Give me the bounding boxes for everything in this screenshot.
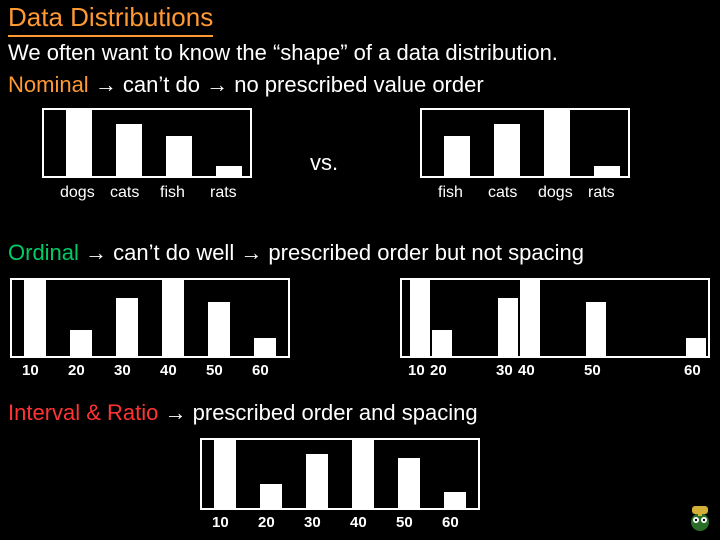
axis-tick-label: 10 xyxy=(408,362,425,379)
bar xyxy=(432,330,452,356)
bar xyxy=(544,110,570,176)
ordinal-right-chart xyxy=(400,278,710,358)
axis-tick-label: 40 xyxy=(350,514,367,531)
axis-tick-label: 50 xyxy=(396,514,413,531)
bar xyxy=(260,484,282,508)
axis-tick-label: 30 xyxy=(304,514,321,531)
bar xyxy=(254,338,276,356)
chart-category-label: fish xyxy=(438,184,463,202)
slide: Data Distributions We often want to know… xyxy=(0,0,720,540)
bar xyxy=(520,280,540,356)
ordinal-left-chart xyxy=(10,278,290,358)
bar xyxy=(24,280,46,356)
interval-line: Interval & Ratio → prescribed order and … xyxy=(8,400,478,426)
bar xyxy=(586,302,606,356)
ordinal-line: Ordinal → can’t do well → prescribed ord… xyxy=(8,240,584,266)
bar xyxy=(116,124,142,176)
axis-tick-label: 20 xyxy=(68,362,85,379)
interval-keyword: Interval & Ratio xyxy=(8,400,158,425)
ordinal-keyword: Ordinal xyxy=(8,240,79,265)
bar xyxy=(594,166,620,176)
bar xyxy=(208,302,230,356)
bar xyxy=(410,280,430,356)
chart-category-label: rats xyxy=(588,184,615,202)
page-title: Data Distributions xyxy=(8,2,213,37)
chart-category-label: dogs xyxy=(538,184,573,202)
bar xyxy=(166,136,192,176)
bar xyxy=(398,458,420,508)
chart-category-label: rats xyxy=(210,184,237,202)
nominal-left-chart xyxy=(42,108,252,178)
bar xyxy=(444,136,470,176)
bar xyxy=(352,440,374,508)
axis-tick-label: 20 xyxy=(430,362,447,379)
bar xyxy=(66,110,92,176)
chart-category-label: cats xyxy=(488,184,517,202)
interval-axis: 10 20 30 40 50 60 xyxy=(200,514,480,534)
chart-category-label: cats xyxy=(110,184,139,202)
axis-tick-label: 50 xyxy=(206,362,223,379)
bar xyxy=(162,280,184,356)
axis-tick-label: 30 xyxy=(496,362,513,379)
interval-chart xyxy=(200,438,480,510)
axis-tick-label: 10 xyxy=(212,514,229,531)
axis-tick-label: 10 xyxy=(22,362,39,379)
axis-tick-label: 20 xyxy=(258,514,275,531)
axis-tick-label: 50 xyxy=(584,362,601,379)
nominal-keyword: Nominal xyxy=(8,72,89,97)
bar xyxy=(116,298,138,356)
bar xyxy=(214,440,236,508)
cartoon-icon xyxy=(684,504,716,536)
axis-tick-label: 30 xyxy=(114,362,131,379)
ordinal-right-axis: 10 20 30 40 50 60 xyxy=(400,362,710,382)
bar xyxy=(686,338,706,356)
bar xyxy=(306,454,328,508)
axis-tick-label: 60 xyxy=(252,362,269,379)
bar xyxy=(216,166,242,176)
interval-rest: → prescribed order and spacing xyxy=(158,400,477,425)
nominal-right-chart xyxy=(420,108,630,178)
vs-label: vs. xyxy=(310,150,338,176)
nominal-rest: → can’t do → no prescribed value order xyxy=(89,72,484,97)
subtitle: We often want to know the “shape” of a d… xyxy=(8,40,558,66)
bar xyxy=(70,330,92,356)
ordinal-left-axis: 10 20 30 40 50 60 xyxy=(10,362,290,382)
nominal-line: Nominal → can’t do → no prescribed value… xyxy=(8,72,484,98)
axis-tick-label: 60 xyxy=(442,514,459,531)
chart-category-label: dogs xyxy=(60,184,95,202)
axis-tick-label: 40 xyxy=(160,362,177,379)
bar xyxy=(498,298,518,356)
ordinal-rest: → can’t do well → prescribed order but n… xyxy=(79,240,584,265)
bar xyxy=(494,124,520,176)
chart-category-label: fish xyxy=(160,184,185,202)
axis-tick-label: 60 xyxy=(684,362,701,379)
axis-tick-label: 40 xyxy=(518,362,535,379)
bar xyxy=(444,492,466,508)
